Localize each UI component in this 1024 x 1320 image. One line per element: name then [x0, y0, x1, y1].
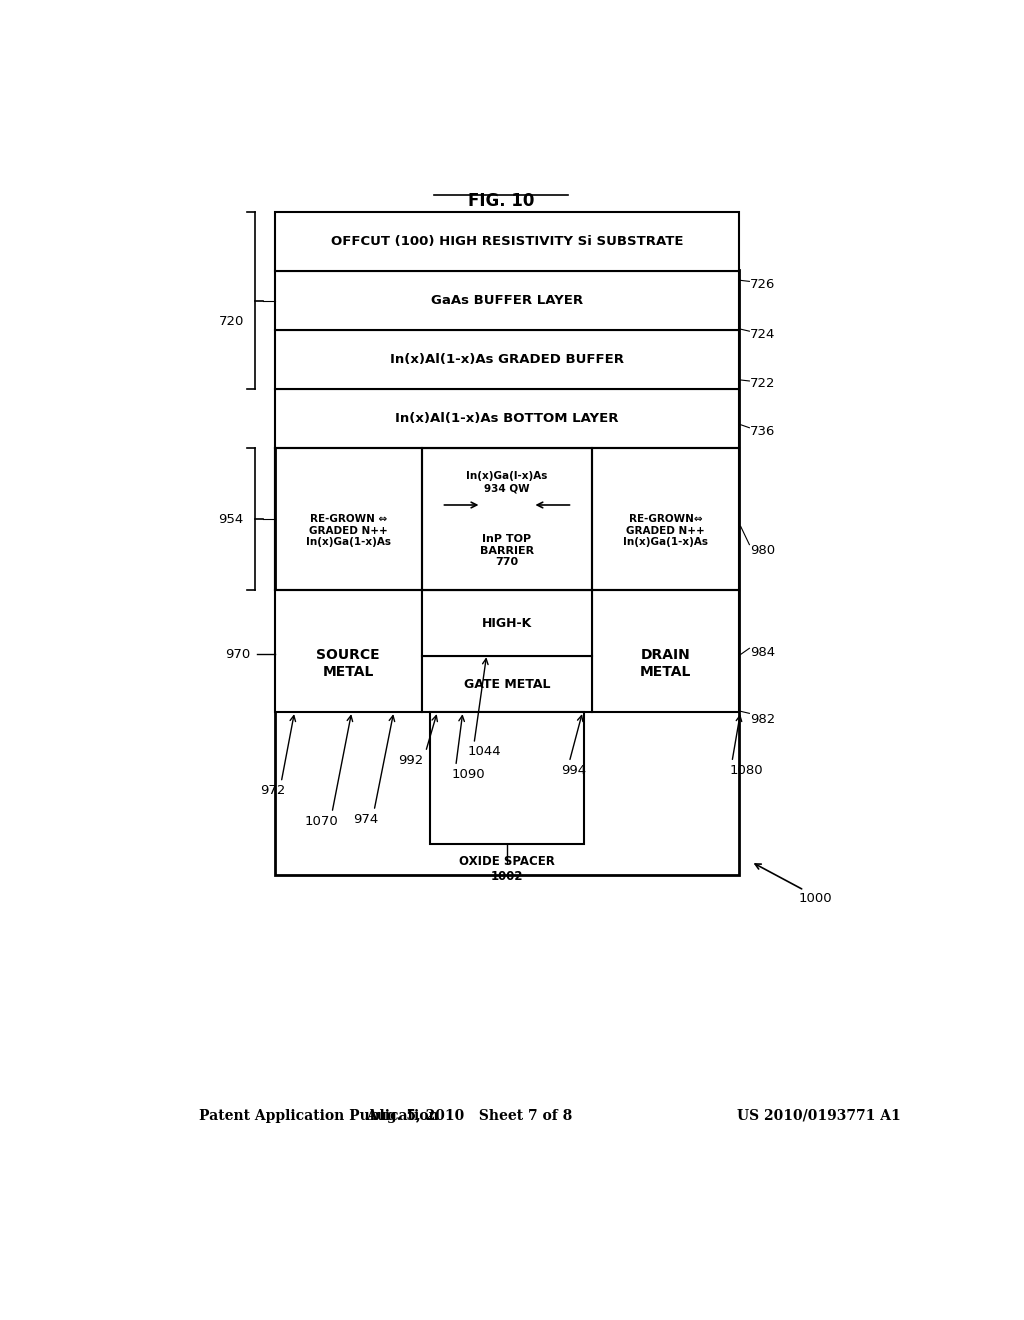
Text: 980: 980	[751, 544, 775, 557]
Text: 1080: 1080	[729, 764, 763, 776]
Text: DRAIN
METAL: DRAIN METAL	[640, 648, 691, 678]
Bar	[422, 447, 592, 590]
Bar	[274, 447, 422, 590]
Text: In(x)Al(1-x)As GRADED BUFFER: In(x)Al(1-x)As GRADED BUFFER	[390, 354, 624, 366]
Bar	[422, 656, 592, 713]
Text: InP TOP
BARRIER
770: InP TOP BARRIER 770	[480, 533, 534, 568]
Text: 724: 724	[751, 327, 775, 341]
Text: RE-GROWN⇔
GRADED N++
In(x)Ga(1-x)As: RE-GROWN⇔ GRADED N++ In(x)Ga(1-x)As	[624, 513, 709, 548]
Bar	[274, 271, 739, 330]
Bar	[274, 389, 739, 447]
Bar	[430, 713, 585, 845]
Bar	[274, 213, 739, 271]
Text: In(x)Al(1-x)As BOTTOM LAYER: In(x)Al(1-x)As BOTTOM LAYER	[395, 412, 618, 425]
Text: 1000: 1000	[799, 892, 833, 904]
Text: 736: 736	[751, 425, 775, 438]
Bar	[592, 590, 739, 713]
Text: 1044: 1044	[468, 746, 502, 759]
Text: GaAs BUFFER LAYER: GaAs BUFFER LAYER	[431, 294, 583, 308]
Text: 1070: 1070	[305, 814, 339, 828]
Text: 720: 720	[218, 314, 244, 327]
Text: Aug. 5, 2010   Sheet 7 of 8: Aug. 5, 2010 Sheet 7 of 8	[367, 1109, 572, 1123]
Bar	[422, 590, 592, 656]
Text: RE-GROWN ⇔
GRADED N++
In(x)Ga(1-x)As: RE-GROWN ⇔ GRADED N++ In(x)Ga(1-x)As	[306, 513, 391, 548]
Text: FIG. 10: FIG. 10	[468, 193, 535, 210]
Bar	[592, 447, 739, 590]
Text: HIGH-K: HIGH-K	[482, 616, 532, 630]
Text: 726: 726	[751, 279, 775, 290]
Text: 722: 722	[751, 376, 776, 389]
Text: GATE METAL: GATE METAL	[464, 678, 550, 690]
Text: 954: 954	[218, 512, 244, 525]
Text: 970: 970	[225, 648, 250, 661]
Bar	[274, 447, 739, 590]
Bar	[274, 590, 422, 713]
Text: In(x)Ga(l-x)As
934 QW: In(x)Ga(l-x)As 934 QW	[466, 471, 548, 494]
Bar	[274, 330, 739, 389]
Text: 992: 992	[398, 754, 423, 767]
Text: 974: 974	[353, 813, 379, 825]
Text: OXIDE SPACER
1002: OXIDE SPACER 1002	[459, 855, 555, 883]
Text: 994: 994	[561, 764, 587, 776]
Text: 982: 982	[751, 713, 775, 726]
Text: US 2010/0193771 A1: US 2010/0193771 A1	[736, 1109, 900, 1123]
Text: Patent Application Publication: Patent Application Publication	[200, 1109, 439, 1123]
Text: 972: 972	[260, 784, 286, 797]
Text: 984: 984	[751, 645, 775, 659]
Text: 1090: 1090	[452, 768, 485, 781]
Text: SOURCE
METAL: SOURCE METAL	[316, 648, 380, 678]
Bar	[274, 271, 739, 875]
Text: OFFCUT (100) HIGH RESISTIVITY Si SUBSTRATE: OFFCUT (100) HIGH RESISTIVITY Si SUBSTRA…	[331, 235, 683, 248]
